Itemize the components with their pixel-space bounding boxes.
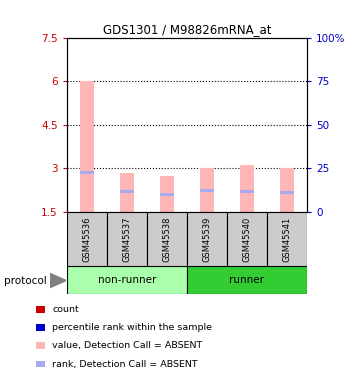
Bar <box>67 212 107 266</box>
Bar <box>200 168 214 212</box>
Text: runner: runner <box>229 275 264 285</box>
Bar <box>227 212 267 266</box>
Bar <box>80 171 94 174</box>
Text: rank, Detection Call = ABSENT: rank, Detection Call = ABSENT <box>52 360 198 369</box>
Text: GSM45537: GSM45537 <box>122 216 131 262</box>
Bar <box>267 212 307 266</box>
Bar <box>80 81 94 212</box>
Text: GSM45539: GSM45539 <box>202 216 211 262</box>
Text: count: count <box>52 305 79 314</box>
Text: protocol: protocol <box>4 276 46 285</box>
Bar <box>187 212 227 266</box>
Title: GDS1301 / M98826mRNA_at: GDS1301 / M98826mRNA_at <box>103 23 271 36</box>
Text: GSM45540: GSM45540 <box>242 216 251 262</box>
Bar <box>240 190 254 193</box>
Bar <box>240 165 254 212</box>
Text: GSM45536: GSM45536 <box>82 216 91 262</box>
Bar <box>147 212 187 266</box>
Polygon shape <box>50 273 66 288</box>
Text: GSM45538: GSM45538 <box>162 216 171 262</box>
Bar <box>187 266 307 294</box>
Bar <box>120 190 134 193</box>
Bar <box>107 212 147 266</box>
Text: GSM45541: GSM45541 <box>282 216 291 262</box>
Bar <box>280 190 294 194</box>
Bar <box>67 266 187 294</box>
Text: non-runner: non-runner <box>97 275 156 285</box>
Bar <box>200 189 214 192</box>
Bar <box>120 172 134 212</box>
Text: value, Detection Call = ABSENT: value, Detection Call = ABSENT <box>52 341 203 350</box>
Text: percentile rank within the sample: percentile rank within the sample <box>52 323 212 332</box>
Bar <box>160 193 174 196</box>
Bar <box>280 168 294 212</box>
Bar <box>160 176 174 212</box>
